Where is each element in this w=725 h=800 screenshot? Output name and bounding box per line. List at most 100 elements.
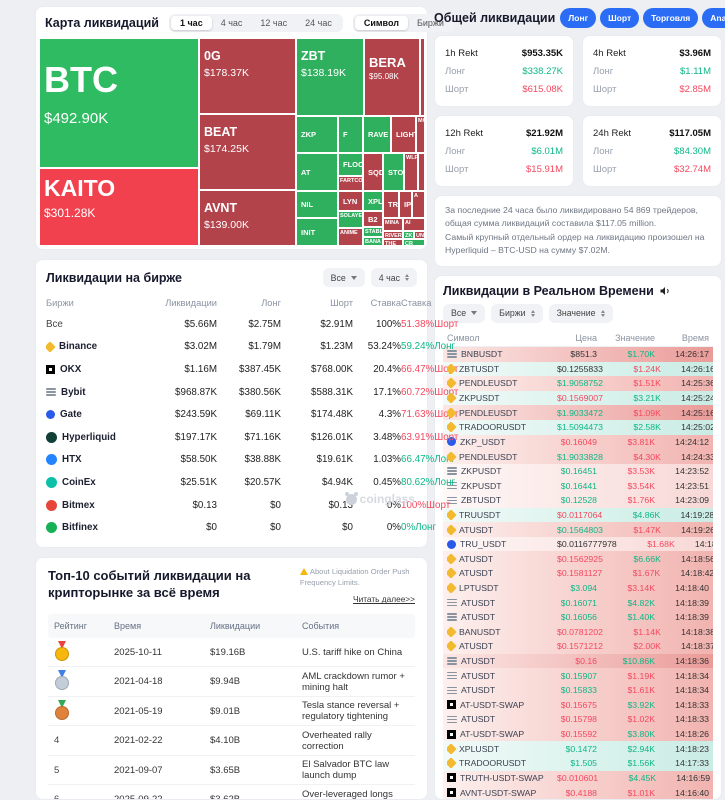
realtime-value: $6.66K — [633, 553, 661, 564]
stats-button-лонг[interactable]: Лонг — [560, 8, 597, 28]
treemap-cell-MOV[interactable]: MOV — [416, 116, 425, 153]
events-date: 2025-09-22 — [114, 794, 163, 800]
exchange-row[interactable]: Все $5.66M $2.75M $2.91M 100% 51.38%Шорт — [46, 313, 458, 336]
exchange-col-header[interactable]: Ликвидации — [165, 298, 217, 308]
realtime-filter-select[interactable]: Биржи — [491, 303, 543, 323]
read-more-link[interactable]: Читать далее>> — [353, 594, 415, 605]
treemap-cell-F[interactable]: F — [338, 116, 363, 153]
treemap-cell-IP[interactable]: IP — [399, 191, 412, 218]
events-description: El Salvador BTC law launch dump — [302, 759, 390, 782]
treemap-cell-SQD[interactable]: SQD — [363, 153, 383, 191]
exchange-col-header[interactable]: Биржи — [46, 298, 74, 308]
treemap-cell-TRU[interactable]: TRU — [383, 191, 399, 218]
exchange-row[interactable]: Hyperliquid $197.17K $71.16K $126.01K 3.48% 6… — [46, 426, 458, 449]
treemap-cell-ZK[interactable]: ZK — [403, 231, 414, 239]
treemap-cell-symbol: TRU — [388, 200, 398, 209]
realtime-col-header[interactable]: Символ — [447, 332, 480, 343]
treemap-cell-ZBT[interactable]: ZBT $138.19K — [296, 38, 364, 116]
exchange-name-label: Hyperliquid — [62, 431, 116, 443]
rekt-stat-card: 24h Rekt $117.05M Лонг $84.30M Шорт $32.74M — [582, 115, 722, 187]
exchange-row[interactable]: HTX $58.50K $38.88K $19.61K 1.03% 66.47%Лонг — [46, 449, 455, 472]
treemap-cell-UN[interactable]: UN — [414, 231, 425, 239]
exchange-row[interactable]: Gate $243.59K $69.11K $174.48K 4.3% 71.63%Шор… — [46, 403, 458, 426]
exchange-rate-value: 0.45% — [373, 476, 401, 488]
stats-button-торговля[interactable]: Торговля — [643, 8, 699, 28]
exchange-col-header[interactable]: Ставка — [401, 298, 432, 308]
treemap-cell-A[interactable]: A — [412, 191, 425, 218]
realtime-time: 14:25:36 — [681, 378, 713, 389]
treemap-cell-BANA[interactable]: BANA — [363, 237, 383, 246]
treemap-cell-RAVE[interactable]: RAVE — [363, 116, 391, 153]
treemap-cell-LYN[interactable]: LYN — [338, 191, 363, 211]
exchange-row[interactable]: Binance $3.02M $1.79M $1.23M 53.24% 59.24%Лон… — [46, 336, 455, 359]
events-table-body: 2025-10-11 $19.16B U.S. tariff hike on Chi… — [48, 638, 415, 800]
exchange-col-header[interactable]: Ставка — [370, 298, 401, 308]
treemap-cell-B2[interactable]: B2 — [363, 211, 383, 227]
treemap-cell-ANIME[interactable]: ANIME — [338, 228, 363, 246]
stats-button-шорт[interactable]: Шорт — [600, 8, 640, 28]
exchange-row[interactable]: Bitfinex $0 $0 $0 0% 0%Лонг — [46, 516, 436, 539]
exchange-row[interactable]: OKX $1.16M $387.45K $768.00K 20.4% 66.47%Шорт — [46, 358, 458, 381]
treemap-cell-FLOCK[interactable]: FLOCK — [338, 153, 363, 176]
treemap-cell-FARTCOIN[interactable]: FARTCOIN — [338, 176, 363, 191]
treemap-cell-NIL[interactable]: NIL — [296, 191, 338, 218]
exchange-row[interactable]: CoinEx $25.51K $20.57K $4.94K 0.45% 80.62%Лон… — [46, 471, 455, 494]
stats-button-analytics[interactable]: Analytics — [702, 8, 725, 28]
realtime-symbol-label: TRUTH-USDT-SWAP — [460, 772, 544, 783]
treemap-cell-BTC[interactable]: BTC $492.90K — [39, 38, 199, 168]
realtime-symbol-label: ZKPUSDT — [461, 480, 502, 491]
treemap-cell-AT[interactable]: AT — [296, 153, 338, 191]
treemap-cell-XPL[interactable]: XPL — [363, 191, 383, 211]
treemap-cell-blank[interactable] — [418, 153, 425, 191]
treemap-cell-THE FOLKS[interactable]: THE FOLKS — [383, 239, 403, 246]
realtime-price: $0.1564803 — [557, 524, 603, 535]
exchange-row[interactable]: Bybit $968.87K $380.56K $588.31K 17.1% 60.72%… — [46, 381, 458, 404]
treemap-cell-CR[interactable]: CR — [403, 239, 425, 246]
treemap-cell-0G[interactable]: 0G $178.37K — [199, 38, 296, 114]
exchange-row[interactable]: Bitmex $0.13 $0 $0.13 0% 100%Шорт — [46, 494, 450, 517]
realtime-filter-select[interactable]: Значение — [548, 303, 613, 323]
exchange-filter-select[interactable]: 4 час — [370, 268, 417, 287]
realtime-price: $0.16 — [575, 656, 597, 667]
stat-short-label: Шорт — [445, 163, 469, 175]
treemap-cell-AVNT[interactable]: AVNT $139.00K — [199, 190, 296, 246]
binance-icon — [447, 524, 457, 535]
realtime-time: 14:18:26 — [675, 729, 709, 740]
realtime-row: PENDLEUSDT $1.9033472 $1.09K 14:25:16 — [443, 405, 713, 420]
exchange-filter-select[interactable]: Все — [322, 268, 365, 287]
map-time-tab[interactable]: 1 час — [170, 16, 212, 30]
treemap-cell-BERA[interactable]: BERA $95.08K — [364, 38, 420, 116]
map-view-tab[interactable]: Биржи — [416, 18, 444, 28]
treemap-cell-SOLAYER[interactable]: SOLAYER — [338, 211, 363, 228]
map-time-tab[interactable]: 24 час — [305, 18, 332, 28]
exchange-col-header[interactable]: Шорт — [330, 298, 353, 308]
realtime-time: 14:18:23 — [694, 539, 713, 550]
treemap-cell-AI[interactable]: AI — [403, 218, 425, 231]
treemap-cell-BEAT[interactable]: BEAT $174.25K — [199, 114, 296, 190]
realtime-col-header[interactable]: Цена — [575, 332, 597, 343]
treemap-cell-WLF[interactable]: WLF — [404, 153, 418, 191]
treemap-cell-symbol: A — [414, 193, 418, 199]
realtime-time: 14:18:39 — [675, 597, 709, 608]
treemap-cell-LIGHT[interactable]: LIGHT — [391, 116, 416, 153]
speaker-icon[interactable] — [659, 285, 671, 297]
treemap-cell-blank[interactable] — [420, 38, 425, 116]
exchange-liq-value: $5.66M — [184, 318, 217, 330]
realtime-filter-select[interactable]: Все — [443, 303, 486, 323]
realtime-col-header[interactable]: Время — [681, 332, 709, 343]
map-time-tab[interactable]: 4 час — [220, 18, 243, 28]
map-view-tab[interactable]: Символ — [354, 16, 408, 30]
exchange-col-header[interactable]: Лонг — [261, 298, 281, 308]
treemap-cell-MINA[interactable]: MINA — [383, 218, 403, 231]
treemap-cell-RIVER[interactable]: RIVER — [383, 231, 403, 239]
treemap-cell-STABL[interactable]: STABL — [363, 227, 383, 237]
treemap-cell-KAITO[interactable]: KAITO $301.28K — [39, 168, 199, 246]
realtime-symbol-label: TRU_USDT — [460, 539, 507, 550]
treemap-cell-STO[interactable]: STO — [383, 153, 404, 191]
realtime-col-header[interactable]: Значение — [615, 332, 655, 343]
treemap-cell-INIT[interactable]: INIT — [296, 218, 338, 246]
map-time-tab[interactable]: 12 час — [260, 18, 288, 28]
realtime-row: ATUSDT $0.1571212 $2.00K 14:18:37 — [443, 639, 713, 654]
events-description: Tesla stance reversal + regulatory tight… — [302, 700, 400, 723]
treemap-cell-ZKP[interactable]: ZKP — [296, 116, 338, 153]
